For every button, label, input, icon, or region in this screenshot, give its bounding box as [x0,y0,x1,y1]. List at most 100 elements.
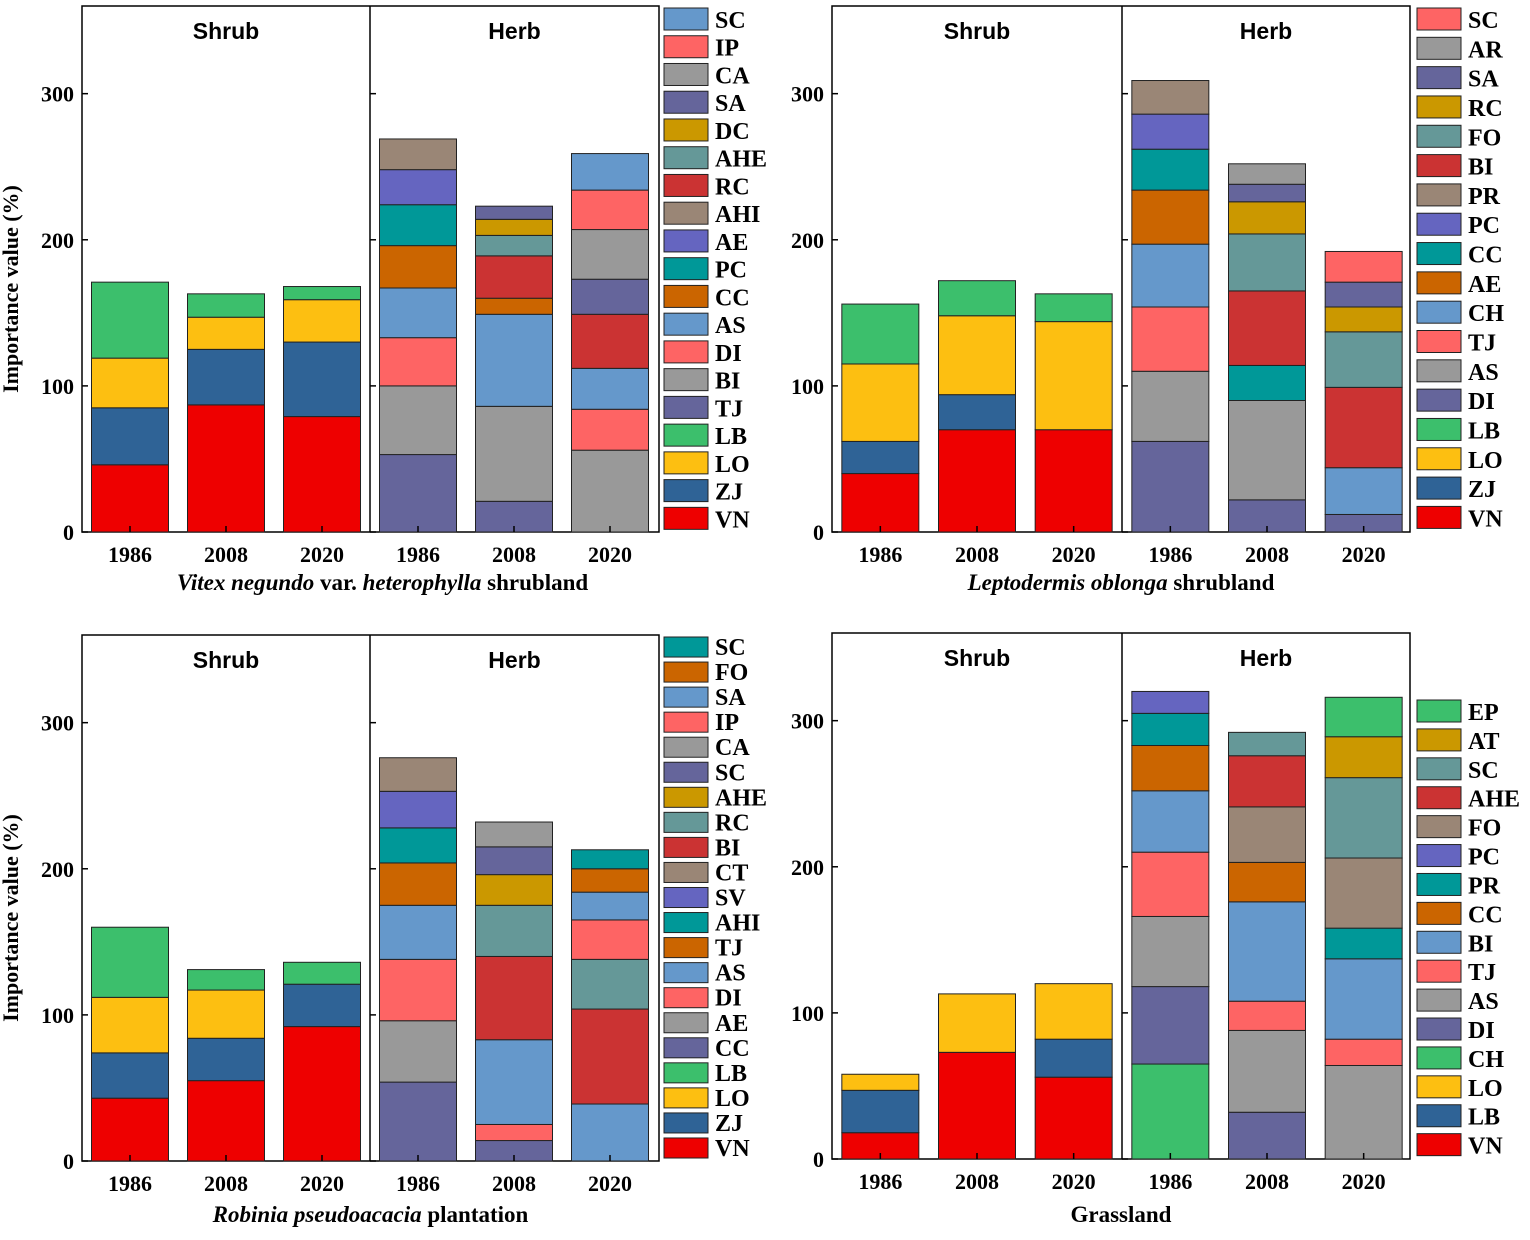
legend-swatch-lo [663,451,709,475]
bar-segment-lo [1034,983,1113,1040]
legend-label: CH [1468,1047,1504,1073]
legend-label: ZJ [1468,477,1496,503]
y-tick-label: 0 [63,520,74,545]
legend-label: SC [715,760,746,786]
bar-segment-zj [91,407,169,466]
legend-label: BI [715,369,740,395]
legend-swatch-sa [663,686,709,708]
x-tick-label: 1986 [858,542,902,567]
panel-title-part: plantation [422,1202,529,1227]
bar-segment-di [379,958,457,1022]
legend-swatch-sa [1416,66,1462,90]
legend-swatch-vn [1416,505,1462,529]
section-label-herb: Herb [488,647,540,673]
panel-title-part: shrubland [1168,570,1275,595]
legend-label: LO [1468,448,1503,474]
y-tick-label: 100 [791,1001,824,1026]
bar-segment-ch [1131,1063,1210,1160]
legend-label: BI [1468,155,1493,181]
legend-label: AS [1468,360,1499,386]
section-label-shrub: Shrub [193,18,259,44]
bar-segment-fo [1228,806,1306,863]
bar-segment-tj [1324,1038,1403,1066]
x-tick-label: 2008 [1245,542,1289,567]
legend-swatch-dc [663,118,709,142]
bar-segment-di [475,1123,553,1142]
bar-segment-ca [571,449,649,533]
bar-segment-tj [1131,306,1210,372]
bar-segment-bi [475,405,553,502]
legend-label: BI [715,835,740,861]
legend-swatch-vn [663,1137,709,1159]
x-tick-label: 2008 [492,1171,536,1196]
legend-swatch-ae [1416,271,1462,295]
legend-label: IP [715,36,739,62]
legend-swatch-sv [663,886,709,909]
legend-label: PR [1468,184,1501,210]
x-tick-label: 2008 [204,542,248,567]
legend-swatch-di [663,340,709,364]
bar-segment-pc [1131,690,1210,714]
legend-swatch-ca [663,736,709,758]
x-tick-label: 1986 [396,1171,440,1196]
legend-label: EP [1468,700,1499,726]
bar-segment-ch [1324,467,1403,515]
bar-segment-cc [1131,745,1210,792]
plot-frame [831,5,1411,533]
legend-label: LB [715,1061,747,1087]
bar-segment-sc [571,367,649,410]
legend-swatch-rc [663,811,709,833]
panel-title: Leptodermis oblonga shrubland [967,570,1275,595]
bar-segment-pc [1131,113,1210,150]
legend-label: PR [1468,873,1501,899]
bar-segment-ahe [1228,755,1306,808]
legend-label: AT [1468,729,1500,755]
bar-segment-sc [1324,250,1403,283]
legend-swatch-pr [1416,183,1462,207]
legend-swatch-as [1416,988,1462,1012]
legend-swatch-cc [1416,901,1462,925]
legend-label: SC [1468,8,1499,34]
legend-label: VN [715,507,750,533]
bar-segment-sc [571,849,649,870]
bar-segment-tj [379,454,457,533]
bar-segment-vn [187,404,265,533]
y-tick-label: 100 [41,1003,74,1028]
legend-label: VN [1468,1134,1503,1160]
legend-label: RC [715,174,750,200]
legend-label: AE [715,1011,748,1037]
legend-label: CC [715,285,750,311]
legend-label: LO [715,1086,750,1112]
bar-segment-lb [938,280,1016,317]
x-tick-label: 2020 [1342,1169,1386,1194]
legend-swatch-cc [663,1037,709,1059]
y-tick-label: 300 [41,711,74,736]
legend-swatch-zj [1416,476,1462,500]
legend-label: VN [715,1136,750,1162]
bar-segment-sa [571,278,649,315]
legend-swatch-pc [1416,844,1462,868]
bar-segment-bi [379,385,457,456]
bar-segment-as [1131,370,1210,442]
bar-segment-lo [283,299,361,343]
bar-segment-pc [379,204,457,247]
legend-swatch-ae [663,229,709,253]
y-tick-label: 100 [791,374,824,399]
legend-swatch-ch [1416,1046,1462,1070]
bar-segment-zj [938,394,1016,431]
x-tick-label: 1986 [396,542,440,567]
bar-segment-cc [475,297,553,315]
bar-segment-di [379,337,457,387]
y-axis-label: Importance value (%) [0,814,23,1022]
bar-segment-zj [91,1052,169,1099]
panel-title-part: shrubland [481,570,588,595]
legend-swatch-sc [1416,7,1462,31]
legend-swatch-lo [1416,1075,1462,1099]
bar-segment-bi [1131,790,1210,853]
bar-segment-zj [187,348,265,406]
bar-segment-cc [1228,861,1306,903]
bar-segment-tj [1131,851,1210,917]
bar-segment-bi [1228,290,1306,366]
y-tick-label: 300 [41,82,74,107]
bar-segment-lo [187,989,265,1039]
